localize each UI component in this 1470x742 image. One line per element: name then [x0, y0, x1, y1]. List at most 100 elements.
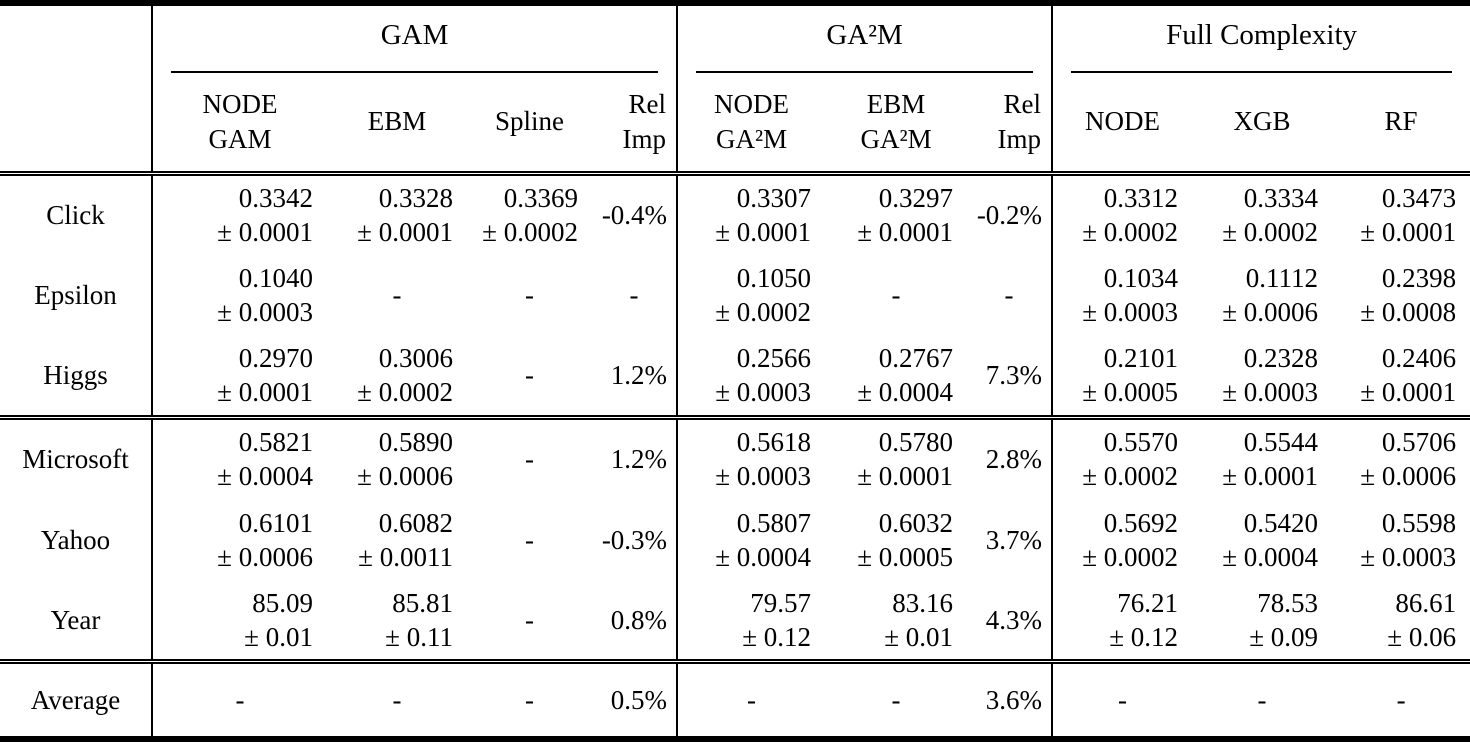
table-cell: 0.5706 ± 0.0006	[1332, 417, 1470, 498]
table-cell: 0.3334 ± 0.0002	[1192, 173, 1332, 254]
column-header-rf: RF	[1332, 73, 1470, 176]
metric-value: -	[525, 524, 534, 555]
metric-value: 0.6032	[878, 507, 954, 538]
table-cell: 3.7%	[967, 498, 1054, 581]
metric-value: 0.5420	[1243, 507, 1319, 538]
table-cell: 7.3%	[967, 335, 1054, 420]
table-cell: 1.2%	[592, 417, 679, 499]
metric-stderr: ± 0.09	[1249, 621, 1319, 652]
metric-stderr: ± 0.0004	[857, 377, 954, 408]
table-cell: 0.2970 ± 0.0001	[152, 335, 327, 420]
metric-value: -	[525, 685, 534, 716]
table-row: Epsilon 0.1040 ± 0.0003 - - - 0.1050 ± 0.0…	[0, 254, 1470, 336]
metric-stderr: ± 0.0001	[1222, 461, 1319, 492]
metric-value: 0.6082	[378, 507, 453, 538]
column-header-spline: Spline	[467, 73, 592, 176]
table-cell: 0.3369 ± 0.0002	[467, 173, 592, 254]
metric-value: 86.61	[1395, 587, 1457, 618]
table-cell: 0.6082 ± 0.0011	[327, 499, 467, 580]
table-cell: 0.5807 ± 0.0004	[677, 499, 825, 580]
table-cell: 0.3328 ± 0.0001	[327, 173, 467, 254]
table-cell: -	[1192, 662, 1332, 739]
column-header-row: NODE GAM EBM Spline Rel Imp NODE GA²M EB…	[0, 73, 1470, 176]
metric-value: 0.3328	[378, 182, 453, 213]
metric-value: 0.2970	[238, 343, 313, 374]
table-cell: 0.5598 ± 0.0003	[1332, 499, 1470, 580]
metric-stderr: ± 0.0001	[715, 216, 812, 247]
metric-stderr: ± 0.0006	[357, 461, 453, 492]
metric-value: -	[235, 685, 245, 716]
table-row: Year 85.09 ± 0.01 85.81 ± 0.11 - 0.8% 79.5…	[0, 580, 1470, 665]
metric-value: 0.3342	[238, 182, 313, 213]
table-cell: 0.2406 ± 0.0001	[1332, 335, 1470, 420]
metric-value: -	[525, 604, 534, 635]
metric-stderr: ± 0.0002	[1082, 541, 1179, 572]
metric-stderr: ± 0.06	[1387, 621, 1457, 652]
metric-stderr: ± 0.0003	[1222, 377, 1319, 408]
metric-value: 78.53	[1257, 587, 1319, 618]
metric-value: 2.8%	[985, 444, 1043, 475]
metric-value: 79.57	[750, 587, 812, 618]
metric-stderr: ± 0.0001	[857, 461, 954, 492]
metric-value: 0.3473	[1381, 182, 1457, 213]
metric-value: -	[1004, 280, 1014, 311]
metric-value: 0.1034	[1103, 263, 1179, 294]
metric-value: 0.5570	[1103, 427, 1179, 458]
metric-value: -	[891, 685, 901, 716]
group-header-ga2m-label: GA²M	[826, 19, 903, 51]
column-header-line: RF	[1384, 106, 1418, 137]
column-header-line: Imp	[622, 123, 667, 154]
column-header-line: NODE	[1085, 106, 1161, 137]
metric-value: -	[1396, 685, 1406, 716]
metric-stderr: ± 0.0006	[217, 541, 313, 572]
table-cell: -	[467, 417, 592, 498]
table-cell: 3.6%	[967, 661, 1054, 739]
row-label: Microsoft	[0, 417, 153, 499]
metric-stderr: ± 0.0003	[715, 377, 812, 408]
table-cell: -	[467, 499, 592, 580]
row-label: Year	[0, 580, 153, 665]
table-cell: 76.21 ± 0.12	[1052, 580, 1193, 665]
column-header-node-gam: NODE GAM	[152, 73, 327, 176]
table-row: Higgs 0.2970 ± 0.0001 0.3006 ± 0.0002 - 1.…	[0, 335, 1470, 420]
table-cell: 0.5692 ± 0.0002	[1052, 499, 1192, 580]
metric-stderr: ± 0.0004	[217, 461, 313, 492]
table-cell: 0.5544 ± 0.0001	[1192, 417, 1332, 498]
metric-value: 0.5%	[610, 685, 668, 716]
metric-value: 0.5544	[1243, 427, 1319, 458]
row-label: Average	[0, 661, 153, 739]
table-cell: 0.1040 ± 0.0003	[152, 254, 327, 335]
metric-stderr: ± 0.0002	[1222, 216, 1319, 247]
column-header-line: Rel	[628, 88, 667, 119]
metric-value: 76.21	[1117, 587, 1179, 618]
table-cell: 0.3342 ± 0.0001	[152, 173, 327, 254]
table-cell: 0.8%	[592, 580, 679, 665]
table-cell: 78.53 ± 0.09	[1192, 580, 1333, 665]
group-full-complexity-underline	[1071, 71, 1453, 73]
metric-value: 0.5890	[378, 427, 453, 458]
metric-value: 0.5692	[1103, 507, 1179, 538]
table-cell: 0.3006 ± 0.0002	[327, 335, 467, 420]
table-row: Click 0.3342 ± 0.0001 0.3328 ± 0.0001 0.33…	[0, 173, 1470, 255]
group-header-full-complexity-label: Full Complexity	[1166, 19, 1358, 51]
column-header-line: EBM	[866, 88, 926, 119]
column-header-line: Rel	[1003, 88, 1042, 119]
metric-value: -	[1257, 685, 1267, 716]
metric-stderr: ± 0.0003	[715, 461, 812, 492]
metric-stderr: ± 0.0002	[1082, 461, 1179, 492]
column-header-line: NODE	[202, 88, 278, 119]
table-cell: 0.2398 ± 0.0008	[1332, 254, 1470, 335]
column-header-line: Spline	[494, 106, 564, 137]
table-section-ranking: Microsoft 0.5821 ± 0.0004 0.5890 ± 0.0006 …	[0, 417, 1470, 665]
metric-value: 0.2767	[878, 343, 954, 374]
table-cell: 0.5%	[592, 661, 679, 739]
table-cell: 0.2566 ± 0.0003	[677, 335, 826, 420]
group-ga2m-underline	[696, 71, 1034, 73]
table-cell: 0.5618 ± 0.0003	[677, 417, 825, 498]
metric-value: -	[747, 685, 757, 716]
table-cell: 0.3307 ± 0.0001	[677, 173, 825, 254]
metric-stderr: ± 0.0003	[1082, 297, 1179, 328]
table-cell: 0.6101 ± 0.0006	[152, 499, 327, 580]
table-cell: -	[327, 662, 467, 739]
